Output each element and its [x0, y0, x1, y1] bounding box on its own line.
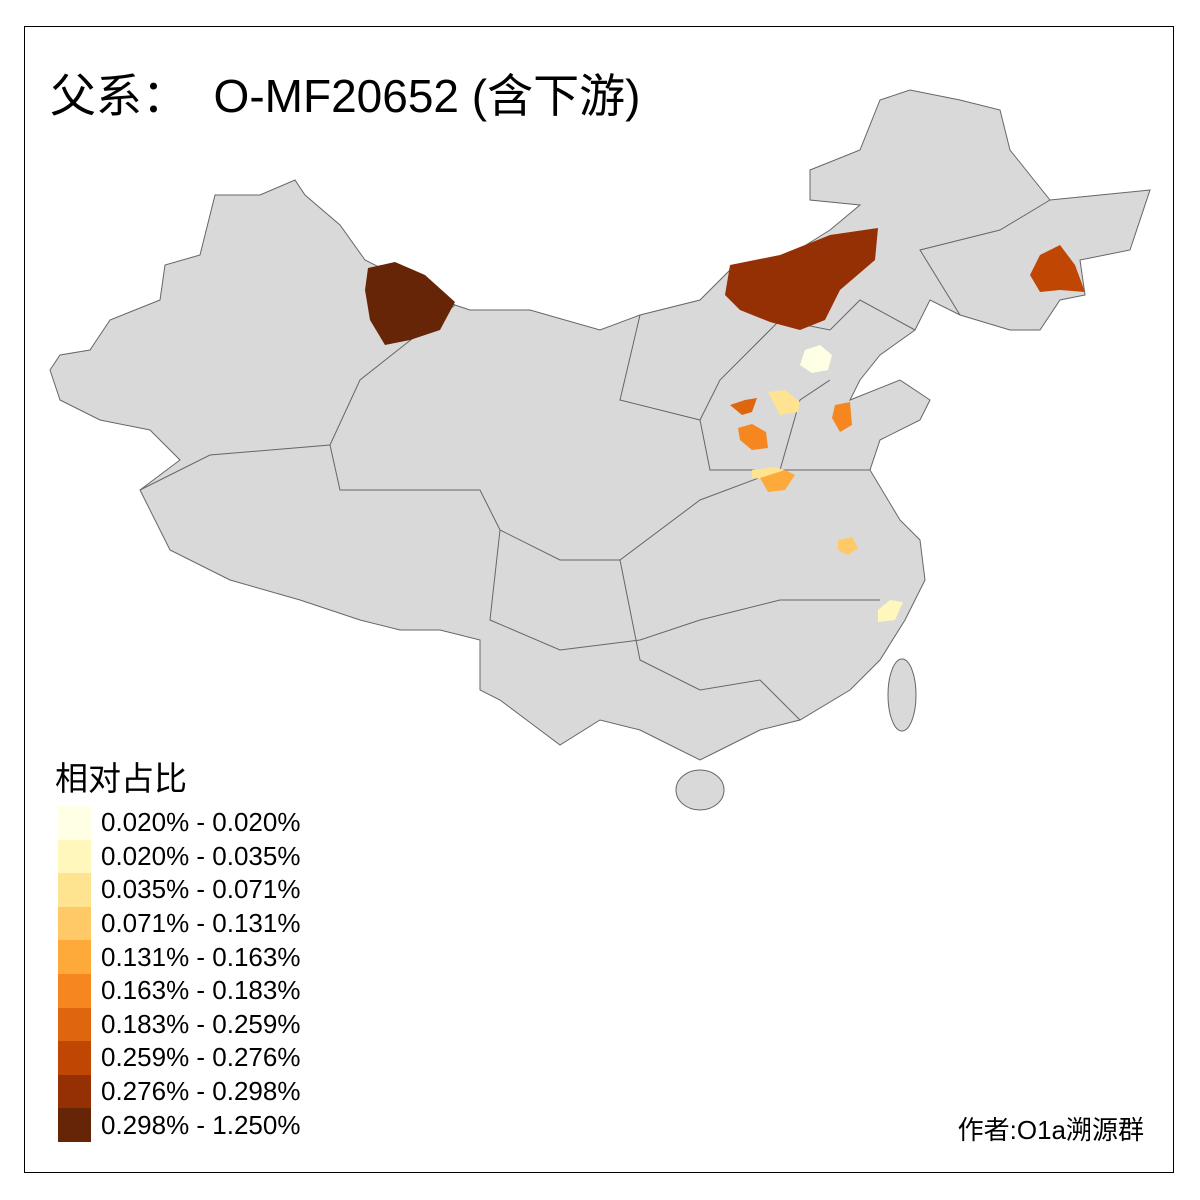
legend-item: 0.020% - 0.035%: [58, 839, 301, 874]
legend-label: 0.020% - 0.035%: [101, 840, 301, 871]
region-c: [738, 424, 768, 450]
legend-item: 0.276% - 0.298%: [58, 1074, 301, 1109]
taiwan-island: [887, 658, 917, 732]
region-heilongjiang-east: [1030, 245, 1085, 292]
region-h: [878, 600, 903, 622]
legend-swatch: [58, 1108, 91, 1142]
legend-swatch: [58, 873, 91, 907]
legend-item: 0.298% - 1.250%: [58, 1108, 300, 1142]
hainan-island: [675, 769, 725, 811]
legend-item: 0.163% - 0.183%: [58, 973, 301, 1008]
region-xinjiang-north: [365, 262, 455, 345]
legend-swatch: [58, 1074, 91, 1109]
legend-label: 0.298% - 1.250%: [101, 1109, 301, 1140]
province-border: [919, 199, 1051, 316]
legend-item: 0.131% - 0.163%: [58, 940, 300, 974]
legend-swatch: [58, 1007, 91, 1042]
province-border: [329, 444, 870, 561]
province-border: [619, 559, 801, 721]
legend-swatch: [58, 906, 91, 941]
legend-label: 0.071% - 0.131%: [101, 908, 301, 939]
legend-swatch: [58, 839, 91, 874]
province-border: [489, 529, 880, 651]
legend-item: 0.071% - 0.131%: [58, 906, 301, 941]
legend-swatch: [58, 806, 91, 840]
legend-label: 0.020% - 0.020%: [101, 807, 301, 838]
region-d: [832, 402, 852, 432]
legend: 0.020% - 0.020% 0.020% - 0.035% 0.035% -…: [58, 806, 300, 1142]
legend-label: 0.163% - 0.183%: [101, 975, 301, 1006]
legend-label: 0.259% - 0.276%: [101, 1042, 301, 1073]
legend-item: 0.020% - 0.020%: [58, 806, 300, 840]
region-hulunbuir: [725, 228, 878, 330]
legend-label: 0.131% - 0.163%: [101, 941, 301, 972]
legend-label: 0.035% - 0.071%: [101, 874, 301, 905]
chart-title: 父系： O-MF20652 (含下游): [50, 70, 641, 122]
author-credit: 作者:O1a溯源群: [957, 1115, 1144, 1145]
legend-swatch: [58, 1041, 91, 1075]
region-f: [760, 470, 795, 492]
plot-frame: [24, 26, 1174, 1173]
legend-item: 0.183% - 0.259%: [58, 1007, 301, 1042]
legend-item: 0.035% - 0.071%: [58, 873, 300, 907]
region-a: [730, 398, 757, 415]
legend-item: 0.259% - 0.276%: [58, 1041, 300, 1075]
legend-label: 0.183% - 0.259%: [101, 1008, 301, 1039]
legend-label: 0.276% - 0.298%: [101, 1076, 301, 1107]
legend-swatch: [58, 973, 91, 1008]
province-border: [619, 299, 916, 421]
region-b: [768, 390, 800, 415]
region-g: [838, 537, 858, 555]
region-beijing: [800, 345, 832, 373]
china-mainland: [49, 89, 1151, 761]
legend-title: 相对占比: [55, 759, 187, 798]
legend-swatch: [58, 940, 91, 974]
